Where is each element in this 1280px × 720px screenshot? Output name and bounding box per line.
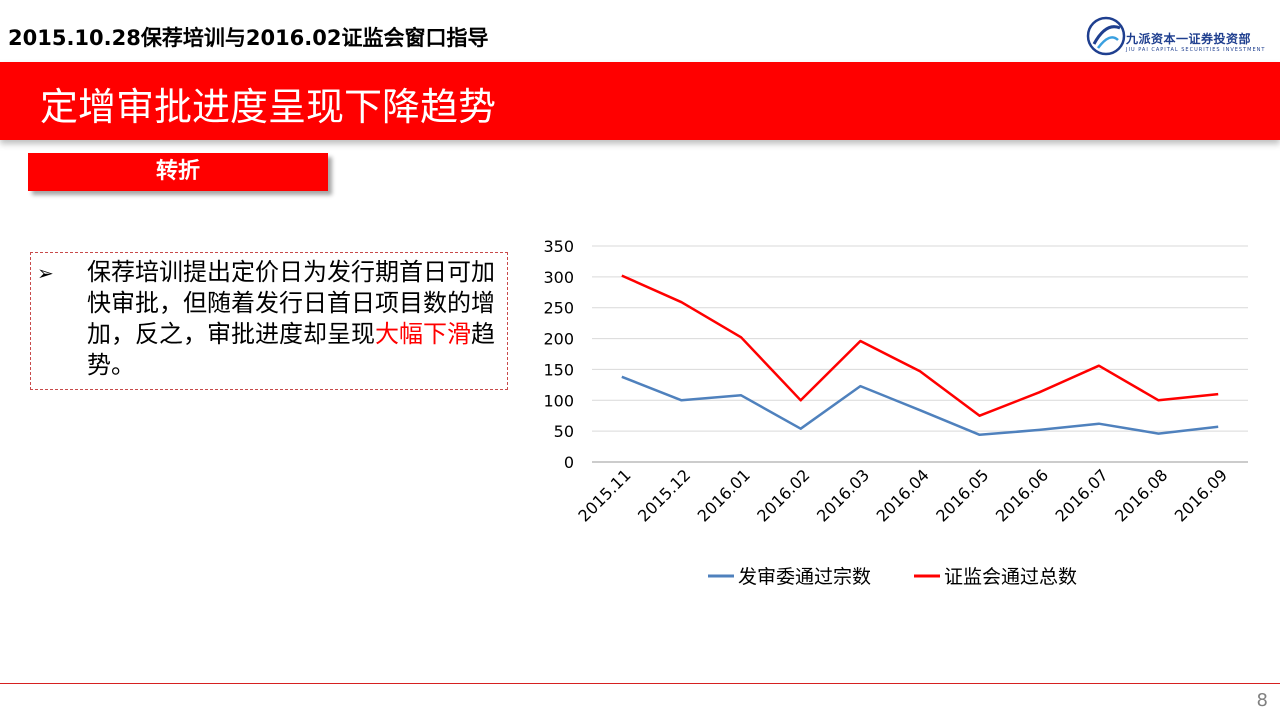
x-tick-label: 2016.08 xyxy=(1111,465,1171,525)
x-tick-label: 2016.09 xyxy=(1171,465,1231,525)
x-tick-label: 2016.06 xyxy=(992,465,1052,525)
logo-mark-icon xyxy=(1086,16,1126,56)
logo-text: 九派资本一证券投资部 xyxy=(1126,32,1252,46)
y-tick-label: 50 xyxy=(554,422,574,441)
arrow-bullet-icon: ➢ xyxy=(37,261,54,285)
legend-label: 发审委通过宗数 xyxy=(738,566,871,588)
title-banner: 定增审批进度呈现下降趋势 xyxy=(0,62,1280,140)
logo-subtext: JIU PAI CAPITAL SECURITIES INVESTMENT xyxy=(1126,47,1266,53)
text-box: ➢ 保荐培训提出定价日为发行期首日可加快审批，但随着发行日首日项目数的增加，反之… xyxy=(30,252,508,390)
y-tick-label: 100 xyxy=(543,391,574,410)
body-text-start: 保荐培训提出定价日为发行期首日可加快审批，但随着发行日首日项目数的增加，反之，审… xyxy=(87,258,495,348)
x-tick-label: 2016.02 xyxy=(753,465,813,525)
footer-divider xyxy=(0,683,1280,684)
y-tick-label: 200 xyxy=(543,330,574,349)
body-text-highlight: 大幅下滑 xyxy=(375,320,471,348)
x-tick-label: 2016.04 xyxy=(873,465,933,525)
section-tag: 转折 xyxy=(28,153,328,191)
x-tick-label: 2016.01 xyxy=(694,465,754,525)
y-tick-label: 300 xyxy=(543,268,574,287)
x-tick-label: 2016.05 xyxy=(932,465,992,525)
x-tick-label: 2015.11 xyxy=(574,465,634,525)
company-logo: 九派资本一证券投资部 JIU PAI CAPITAL SECURITIES IN… xyxy=(1082,14,1266,58)
top-title: 2015.10.28保荐培训与2016.02证监会窗口指导 xyxy=(8,26,489,50)
y-tick-label: 250 xyxy=(543,299,574,318)
body-text-end: 趋势。 xyxy=(87,320,495,379)
series-line xyxy=(621,375,1219,437)
x-tick-label: 2016.03 xyxy=(813,465,873,525)
y-tick-label: 0 xyxy=(564,453,574,472)
section-tag-label: 转折 xyxy=(155,159,200,184)
series-line xyxy=(621,274,1219,417)
body-paragraph: 保荐培训提出定价日为发行期首日可加快审批，但随着发行日首日项目数的增加，反之，审… xyxy=(87,257,499,381)
page-number: 8 xyxy=(1256,690,1268,711)
legend-label: 证监会通过总数 xyxy=(944,566,1077,588)
slide-title: 定增审批进度呈现下降趋势 xyxy=(40,85,497,129)
x-tick-label: 2016.07 xyxy=(1052,465,1112,525)
y-tick-label: 150 xyxy=(543,360,574,379)
x-tick-label: 2015.12 xyxy=(634,465,694,525)
y-tick-label: 350 xyxy=(543,237,574,256)
